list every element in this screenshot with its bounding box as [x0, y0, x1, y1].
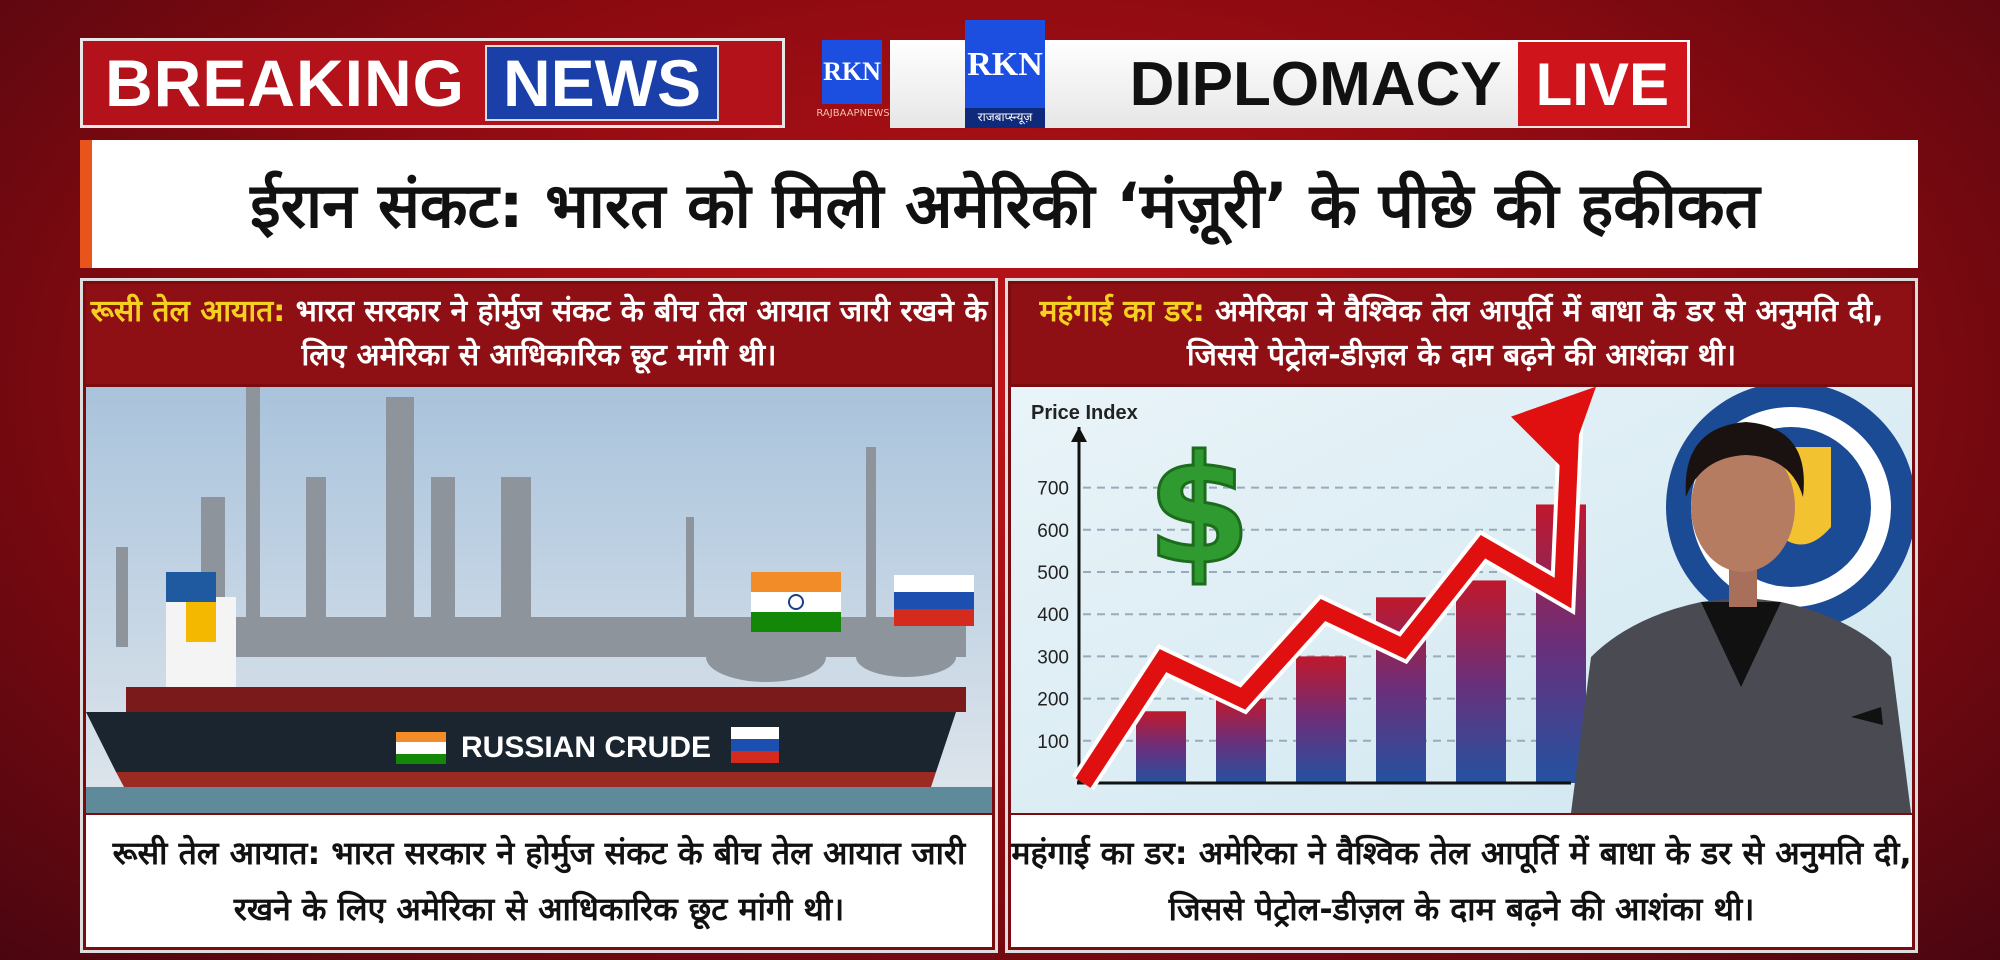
y-tick-label: 100 [1037, 732, 1069, 753]
news-label: NEWS [485, 45, 720, 121]
breaking-label: BREAKING [105, 46, 466, 120]
channel-logo-large: RKN [965, 20, 1045, 110]
channel-logo-large-subtitle: राजबाप्स्न्यूज़ [965, 108, 1045, 128]
left-panel: रूसी तेल आयात: भारत सरकार ने होर्मुज संक… [80, 278, 998, 953]
y-tick-label: 300 [1037, 647, 1069, 668]
price-chart-image: Price Index 100 200 300 400 500 600 700 $ [1011, 387, 1912, 813]
ship-label: RUSSIAN CRUDE [461, 731, 711, 764]
dollar-icon: $ [1147, 424, 1251, 598]
trend-line [1075, 411, 1580, 788]
news-anchor [1571, 422, 1911, 813]
live-badge: LIVE [1517, 42, 1687, 126]
y-tick-label: 400 [1037, 605, 1069, 626]
headline: ईरान संकट: भारत को मिली अमेरिकी ‘मंज़ूरी… [80, 140, 1918, 268]
y-tick-label: 200 [1037, 690, 1069, 711]
right-panel: महंगाई का डर: अमेरिका ने वैश्विक तेल आपू… [1005, 278, 1918, 953]
bar [1216, 698, 1266, 783]
y-tick-label: 500 [1037, 563, 1069, 584]
header-text: भारत सरकार ने होर्मुज संकट के बीच तेल आय… [285, 294, 988, 373]
right-caption: महंगाई का डर: अमेरिका ने वैश्विक तेल आपू… [1011, 815, 1912, 947]
header-text: अमेरिका ने वैश्विक तेल आपूर्ति में बाधा … [1186, 294, 1884, 373]
header-key: महंगाई का डर: [1039, 294, 1205, 329]
channel-logo-subtitle: RAJBAAPNEWS [816, 108, 890, 119]
y-tick-label: 600 [1037, 521, 1069, 542]
diplomacy-label: DIPLOMACY [1129, 49, 1502, 119]
bar [1296, 656, 1346, 783]
breaking-news-banner: BREAKING NEWS [80, 38, 785, 128]
flag-india [751, 572, 841, 632]
trend-arrow-icon [1511, 387, 1596, 472]
price-index-chart: Price Index 100 200 300 400 500 600 700 $ [1011, 387, 1912, 813]
y-axis-arrow-icon [1071, 427, 1087, 442]
y-axis-label: Price Index [1031, 402, 1138, 424]
left-caption: रूसी तेल आयात: भारत सरकार ने होर्मुज संक… [86, 815, 992, 947]
bar [1136, 711, 1186, 783]
channel-logo: RKN [822, 40, 882, 104]
header-key: रूसी तेल आयात: [90, 294, 286, 329]
refinery-ship-image: RUSSIAN CRUDE [86, 387, 992, 813]
bar [1456, 580, 1506, 783]
flag-russia [894, 575, 974, 626]
right-panel-header: महंगाई का डर: अमेरिका ने वैश्विक तेल आपू… [1011, 284, 1912, 384]
tanker-ship [86, 572, 966, 787]
y-tick-label: 700 [1037, 479, 1069, 500]
left-panel-header: रूसी तेल आयात: भारत सरकार ने होर्मुज संक… [86, 284, 992, 384]
